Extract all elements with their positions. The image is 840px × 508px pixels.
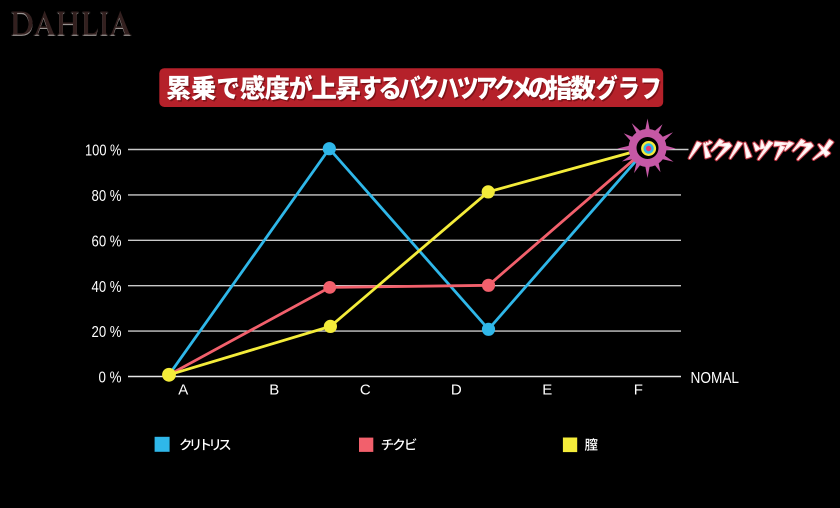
svg-text:NOMAL: NOMAL [691, 370, 740, 387]
svg-text:40 %: 40 % [92, 279, 122, 296]
svg-text:0 %: 0 % [99, 370, 122, 387]
svg-text:B: B [269, 382, 279, 399]
svg-text:20 %: 20 % [92, 324, 122, 341]
svg-text:80 %: 80 % [92, 188, 122, 205]
svg-text:F: F [634, 382, 643, 399]
svg-text:E: E [542, 382, 552, 399]
svg-text:100 %: 100 % [85, 143, 122, 160]
svg-text:60 %: 60 % [92, 233, 122, 250]
svg-text:D: D [451, 382, 462, 399]
svg-text:A: A [178, 382, 188, 399]
svg-text:C: C [360, 382, 371, 399]
